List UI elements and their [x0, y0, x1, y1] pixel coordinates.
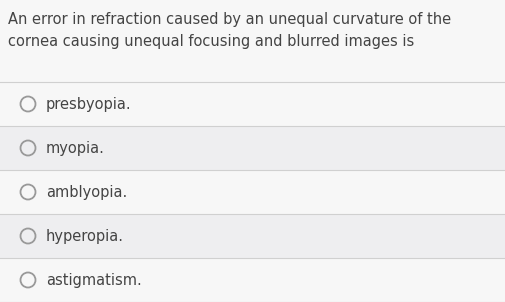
Bar: [0, 258, 505, 302]
Text: myopia.: myopia.: [46, 140, 105, 156]
Text: astigmatism.: astigmatism.: [46, 272, 142, 288]
Text: cornea causing unequal focusing and blurred images is: cornea causing unequal focusing and blur…: [8, 34, 414, 49]
Text: amblyopia.: amblyopia.: [46, 185, 127, 200]
Bar: [0, 170, 505, 214]
Bar: [0, 214, 505, 258]
Text: presbyopia.: presbyopia.: [46, 97, 132, 111]
Bar: [0, 82, 505, 126]
Bar: [0, 126, 505, 170]
Text: An error in refraction caused by an unequal curvature of the: An error in refraction caused by an uneq…: [8, 12, 451, 27]
Text: hyperopia.: hyperopia.: [46, 229, 124, 243]
Bar: [0, 0, 505, 82]
